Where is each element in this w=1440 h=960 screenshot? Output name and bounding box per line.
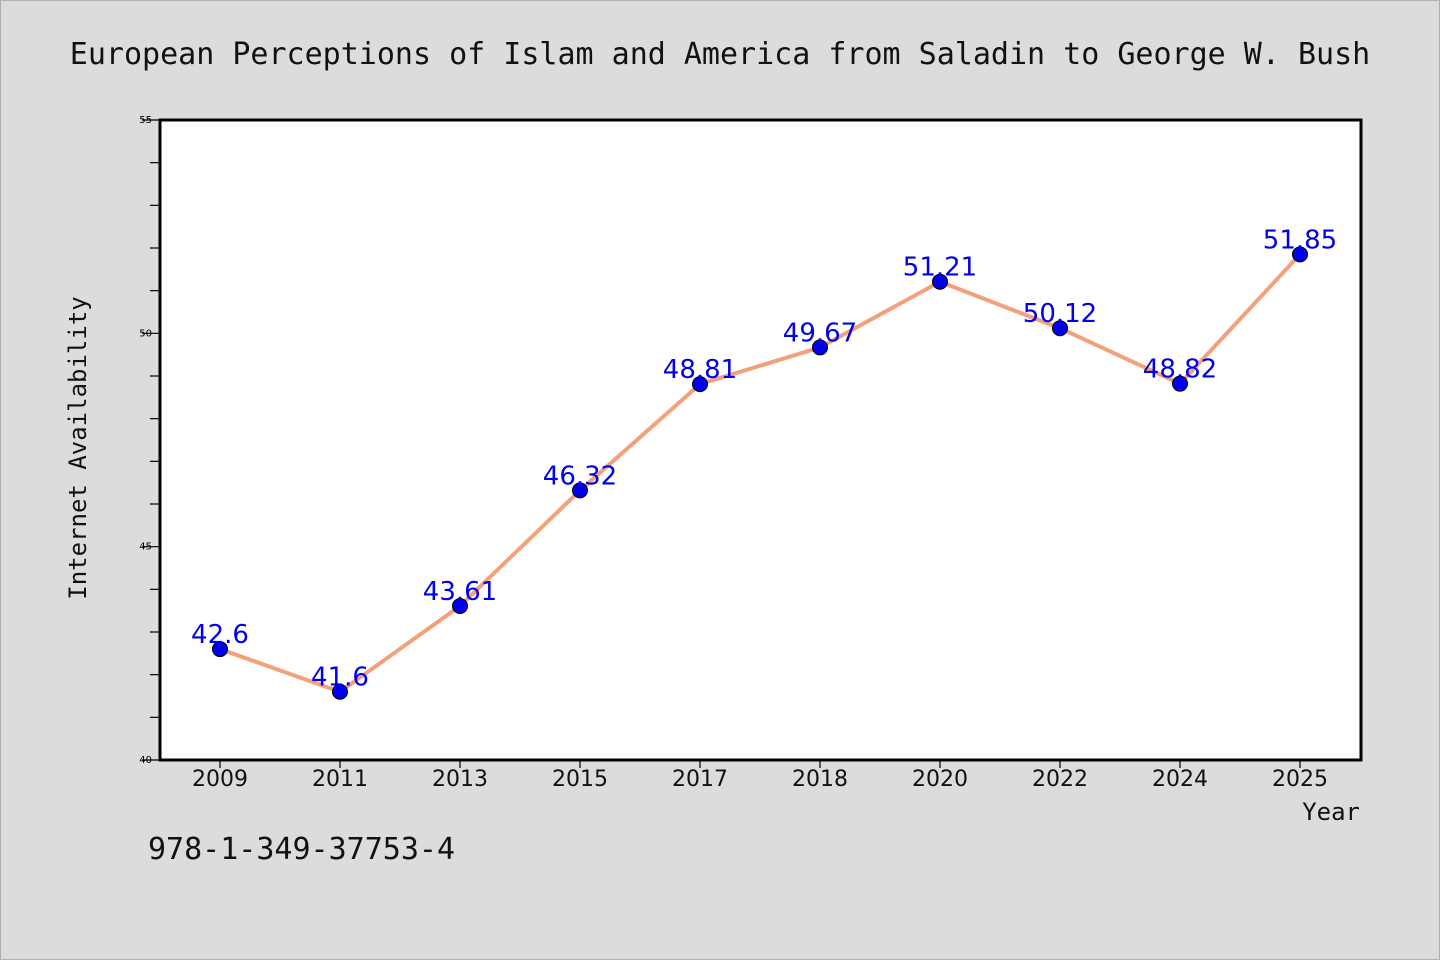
x-tick-label: 2024 xyxy=(1152,767,1208,792)
data-point xyxy=(212,641,228,658)
data-label: 51.85 xyxy=(1263,225,1337,255)
plot-area xyxy=(158,118,1363,762)
y-tick-label: 50 xyxy=(139,328,152,339)
x-tick-label: 2015 xyxy=(552,767,608,792)
x-axis-ticks: 2009 2011 2013 2015 2017 2018 2020 2022 2024 2025 xyxy=(192,760,1328,792)
x-tick-label: 2020 xyxy=(912,767,968,792)
y-axis-ticks: 40 45 50 55 xyxy=(139,115,160,766)
data-point xyxy=(1172,375,1188,392)
x-tick-label: 2009 xyxy=(192,767,248,792)
x-tick-label: 2025 xyxy=(1272,767,1328,792)
y-tick-label: 55 xyxy=(139,115,152,126)
isbn-caption: 978-1-349-37753-4 xyxy=(148,832,456,867)
data-label: 42.6 xyxy=(191,620,249,650)
data-point xyxy=(572,482,588,499)
x-tick-label: 2022 xyxy=(1032,767,1088,792)
data-point xyxy=(452,597,468,614)
y-axis-label: Internet Availability xyxy=(64,296,92,599)
x-tick-label: 2013 xyxy=(432,767,488,792)
data-labels: 42.6 41.6 43.61 46.32 48.81 49.67 51.21 50.12 48… xyxy=(191,225,1337,692)
data-label: 50.12 xyxy=(1023,299,1097,329)
data-label: 46.32 xyxy=(543,461,617,491)
x-tick-label: 2017 xyxy=(672,767,728,792)
data-point xyxy=(932,273,948,290)
data-label: 51.21 xyxy=(903,253,977,283)
data-point xyxy=(1292,246,1308,263)
chart-title: European Perceptions of Islam and Americ… xyxy=(70,37,1370,72)
data-label: 48.82 xyxy=(1143,355,1217,385)
y-tick-label: 45 xyxy=(139,542,152,553)
x-tick-label: 2018 xyxy=(792,767,848,792)
data-label: 48.81 xyxy=(663,355,737,385)
data-label: 41.6 xyxy=(311,663,369,693)
data-point xyxy=(812,339,828,356)
data-label: 43.61 xyxy=(423,577,497,607)
series-markers xyxy=(212,246,1308,700)
data-label: 49.67 xyxy=(783,318,857,348)
data-point xyxy=(1052,320,1068,337)
x-tick-label: 2011 xyxy=(312,767,368,792)
y-tick-label: 40 xyxy=(139,755,152,766)
x-axis-label: Year xyxy=(1302,798,1360,826)
data-point xyxy=(332,683,348,700)
data-point xyxy=(692,376,708,393)
series-line xyxy=(219,253,1302,694)
